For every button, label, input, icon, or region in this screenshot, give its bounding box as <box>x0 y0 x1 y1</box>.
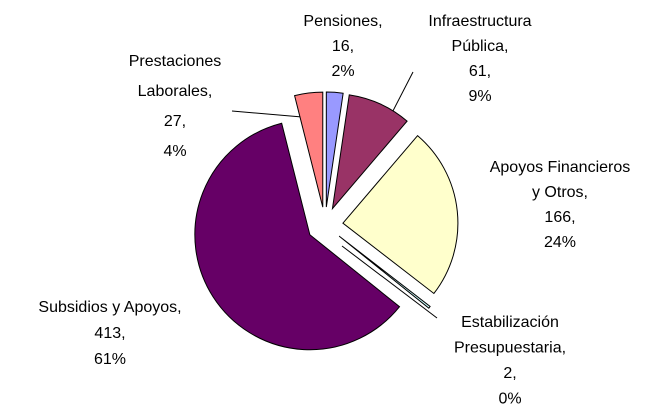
pie-slice <box>194 122 401 351</box>
slice-label: 413, <box>94 325 125 342</box>
slice-label: Estabilización <box>461 314 559 331</box>
slice-label: 61, <box>469 63 491 80</box>
slice-label: y Otros, <box>532 184 588 201</box>
slice-label: Pública, <box>452 38 509 55</box>
slice-label: Laborales, <box>138 83 213 100</box>
slice-label: Presupuestaria, <box>454 340 566 357</box>
pie-slice <box>293 91 324 208</box>
slice-label: 9% <box>468 88 491 105</box>
slice-label: 27, <box>164 113 186 130</box>
leader-line <box>231 110 303 118</box>
slice-label: 166, <box>544 209 575 226</box>
slice-label: Subsidios y Apoyos, <box>38 299 181 316</box>
leader-line <box>341 245 438 319</box>
pie-slice <box>342 134 459 295</box>
pie-slice <box>331 94 408 211</box>
slice-label: 2% <box>331 63 354 80</box>
slice-label: 2, <box>503 365 516 382</box>
slice-label: 24% <box>544 234 576 251</box>
pie-slice <box>338 235 431 309</box>
slice-label: 4% <box>163 143 186 160</box>
slice-label: Apoyos Financieros <box>490 159 631 176</box>
slice-label: Prestaciones <box>129 53 222 70</box>
slice-label: 0% <box>498 391 521 408</box>
slice-label: Pensiones, <box>303 13 382 30</box>
slice-label: Infraestructura <box>428 13 531 30</box>
slice-label: 61% <box>94 351 126 368</box>
slice-label: 16, <box>332 38 354 55</box>
pie-slice <box>325 91 344 208</box>
